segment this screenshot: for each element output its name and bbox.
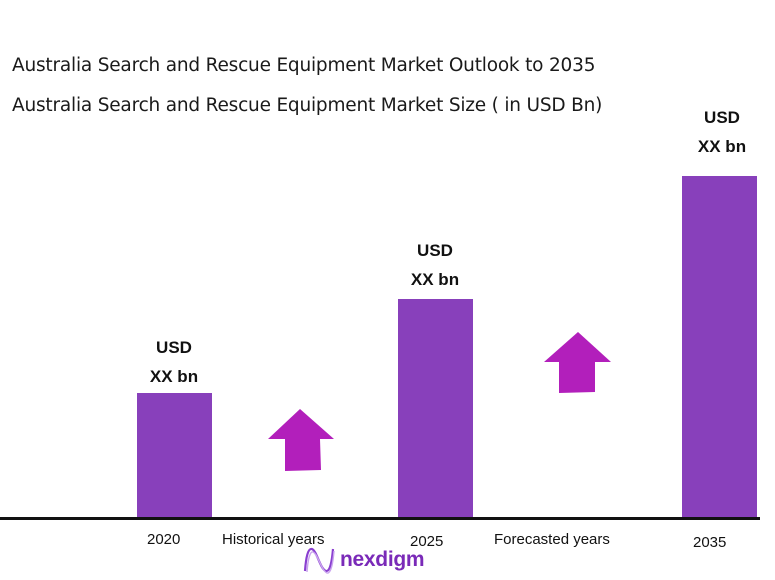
- chart-subtitle: Australia Search and Rescue Equipment Ma…: [12, 95, 603, 116]
- value-label-amount: XX bn: [149, 367, 199, 386]
- x-tick-2025: 2025: [410, 533, 444, 550]
- bar-2035: [682, 176, 757, 518]
- value-label-currency: USD: [156, 338, 192, 357]
- value-label-2025: USD XX bn: [380, 236, 490, 294]
- bar-2025: [398, 299, 473, 518]
- value-label-2035: USD XX bn: [667, 103, 775, 161]
- logo-text: nexdigm: [340, 548, 425, 571]
- growth-arrow-icon: [544, 332, 611, 393]
- x-tick-2020: 2020: [147, 531, 181, 548]
- growth-arrow-icon: [268, 409, 334, 471]
- nexdigm-logo: nexdigm: [302, 545, 425, 575]
- period-label-historical: Historical years: [222, 531, 325, 548]
- value-label-currency: USD: [704, 108, 740, 127]
- value-label-currency: USD: [417, 241, 453, 260]
- wave-n-icon: [303, 547, 335, 574]
- x-tick-2035: 2035: [693, 534, 727, 551]
- value-label-amount: XX bn: [697, 137, 747, 156]
- x-axis-line: [0, 517, 760, 520]
- value-label-amount: XX bn: [410, 270, 460, 289]
- chart-title: Australia Search and Rescue Equipment Ma…: [12, 55, 596, 76]
- value-label-2020: USD XX bn: [119, 333, 229, 391]
- bar-2020: [137, 393, 212, 518]
- period-label-forecasted: Forecasted years: [494, 531, 610, 548]
